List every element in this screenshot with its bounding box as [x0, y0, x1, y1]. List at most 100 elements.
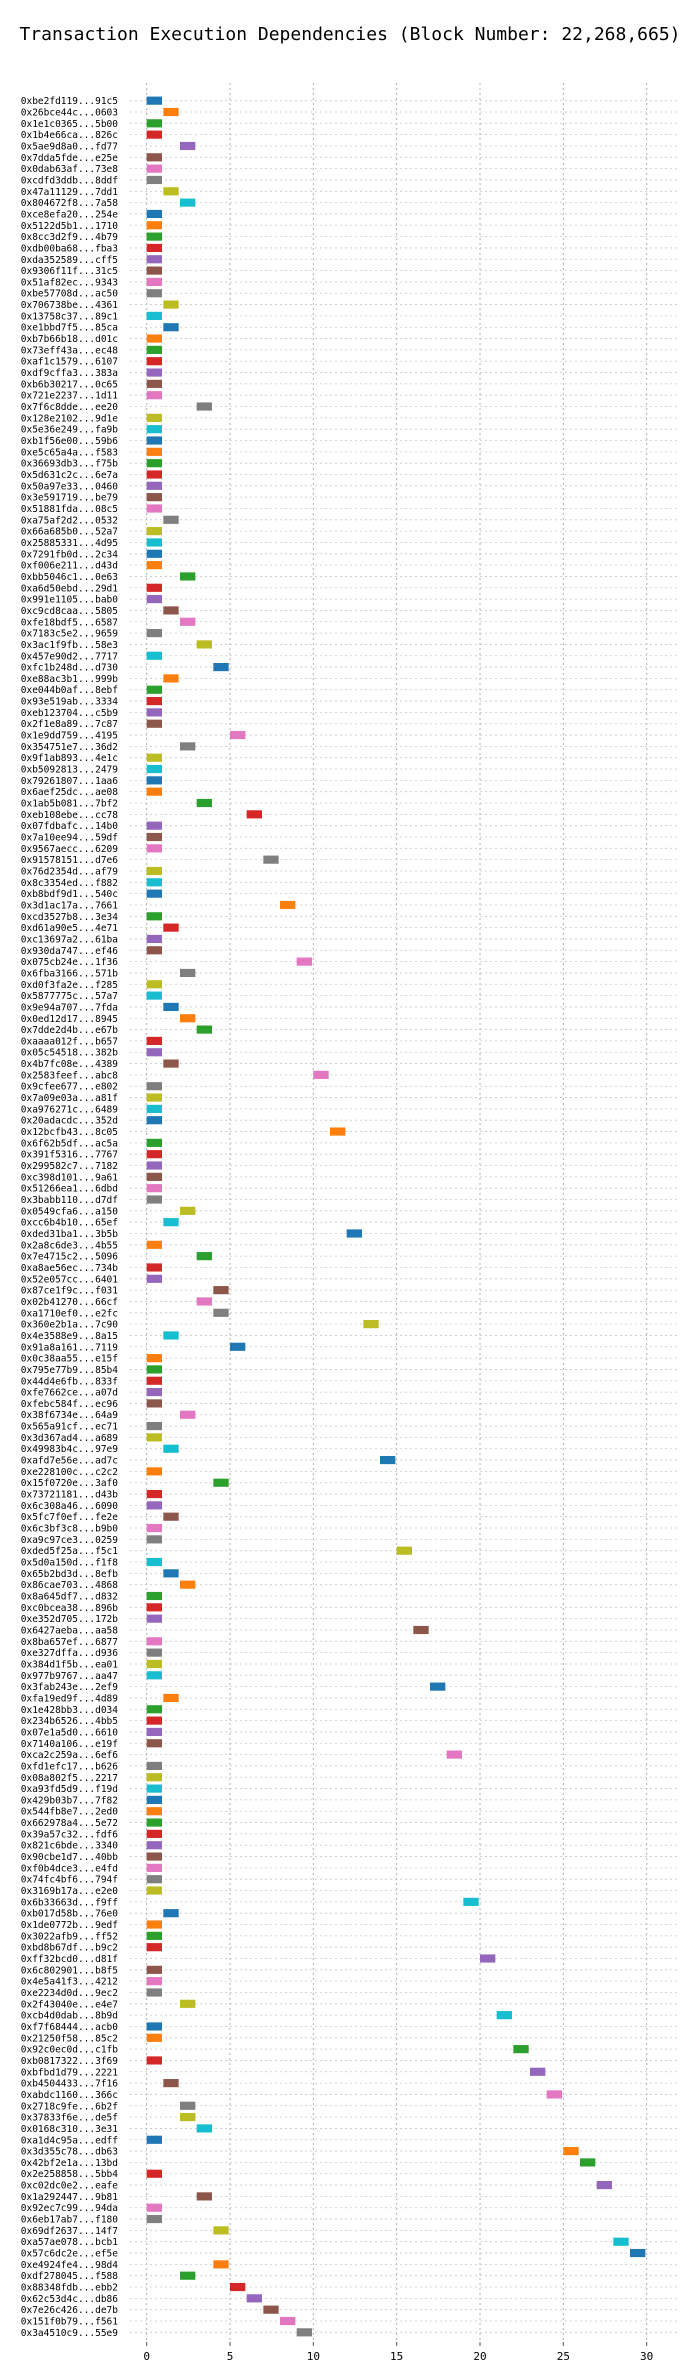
execution-bar: [146, 1263, 162, 1272]
transaction-label: 0x44d4e6fb...833f: [21, 1376, 118, 1387]
execution-bar: [146, 1875, 162, 1884]
transaction-label: 0xa976271c...6489: [21, 1104, 119, 1115]
execution-bar: [146, 980, 162, 989]
execution-bar: [530, 2067, 546, 2076]
execution-bar: [146, 425, 162, 434]
transaction-label: 0x07e1a5d0...6610: [21, 1727, 119, 1738]
transaction-label: 0x08a802f5...2217: [21, 1773, 118, 1784]
execution-bar: [146, 583, 162, 592]
execution-bar: [146, 1354, 162, 1363]
execution-bar: [180, 2101, 196, 2110]
transaction-label: 0xe4924fe4...98d4: [21, 2260, 119, 2271]
transaction-label: 0x128e2102...9d1e: [21, 413, 119, 424]
execution-bar: [180, 617, 196, 626]
execution-bar: [146, 2033, 162, 2042]
transaction-label: 0xcc6b4b10...65ef: [21, 1218, 118, 1229]
execution-bar: [146, 1705, 162, 1714]
transaction-label: 0xbfbd1d79...2221: [21, 2067, 119, 2078]
x-tick-label: 0: [143, 2350, 150, 2363]
transaction-label: 0xc02dc0e2...eafe: [21, 2181, 119, 2192]
execution-bar: [146, 1388, 162, 1397]
transaction-label: 0x151f0b79...f561: [21, 2317, 119, 2328]
execution-bar: [163, 674, 179, 683]
transaction-label: 0xe2234d0d...9ec2: [21, 1988, 118, 1999]
execution-bar: [296, 2328, 312, 2337]
x-tick-label: 20: [473, 2350, 486, 2363]
transaction-label: 0xb0817322...3f69: [21, 2056, 119, 2067]
execution-bar: [463, 1897, 479, 1906]
transaction-label: 0x6fba3166...571b: [21, 968, 119, 979]
transaction-label: 0xa8ae56ec...734b: [21, 1263, 119, 1274]
execution-bar: [563, 2147, 579, 2156]
execution-bar: [146, 685, 162, 694]
execution-bar: [346, 1229, 362, 1238]
execution-bar: [146, 357, 162, 366]
transaction-label: 0x0ed12d17...8945: [21, 1014, 118, 1025]
transaction-label: 0x3babb110...d7df: [21, 1195, 118, 1206]
transaction-label: 0xbe2fd119...91c5: [21, 96, 118, 107]
execution-bar: [146, 934, 162, 944]
execution-bar: [180, 141, 196, 151]
transaction-label: 0x3e591719...be79: [21, 493, 119, 504]
transaction-label: 0x804672f8...7a58: [21, 198, 119, 209]
transaction-label: 0xfe18bdf5...6587: [21, 617, 118, 628]
execution-bar: [146, 1365, 162, 1374]
transaction-label: 0x73eff43a...ec48: [21, 345, 119, 356]
execution-bar: [180, 968, 196, 978]
execution-bar: [446, 1750, 462, 1759]
transaction-label: 0x4e3588e9...8a15: [21, 1331, 118, 1342]
transaction-label: 0x74fc4bf6...794f: [21, 1875, 118, 1886]
transaction-label: 0xb6b30217...0c65: [21, 379, 118, 390]
execution-bar: [163, 107, 179, 117]
execution-bar: [146, 1671, 162, 1680]
transaction-label: 0xdb00ba68...fba3: [21, 243, 118, 254]
execution-bar: [146, 266, 162, 275]
transaction-label: 0x47a11129...7dd1: [21, 187, 119, 198]
execution-bar: [196, 2192, 212, 2201]
execution-bar: [146, 1274, 162, 1283]
transaction-label: 0x6c802901...b8f5: [21, 1965, 118, 1976]
transaction-label: 0xa6d50ebd...29d1: [21, 583, 119, 594]
transaction-label: 0x384d1f5b...ea01: [21, 1659, 119, 1670]
execution-bar: [580, 2158, 596, 2167]
transaction-label: 0xa93fd5d9...f19d: [21, 1784, 118, 1795]
execution-bar: [213, 2260, 229, 2269]
transaction-label: 0x3a4510c9...55e9: [21, 2328, 119, 2339]
execution-bar: [163, 323, 179, 332]
execution-bar: [146, 1421, 162, 1431]
transaction-label: 0xe327dffa...d936: [21, 1648, 119, 1659]
execution-bars: [146, 96, 646, 2337]
execution-bar: [146, 1603, 162, 1612]
transaction-label: 0x5122d5b1...1710: [21, 221, 119, 232]
execution-bar: [146, 595, 162, 604]
execution-bar: [146, 1829, 162, 1838]
transaction-label: 0xaf1c1579...6107: [21, 357, 118, 368]
transaction-label: 0x39a57c32...fdf6: [21, 1829, 119, 1840]
transaction-label: 0x3169b17a...e2e0: [21, 1886, 119, 1897]
transaction-label: 0x02b41270...66cf: [21, 1297, 118, 1308]
transaction-label: 0x37833f6e...de5f: [21, 2113, 118, 2124]
transaction-label: 0x7140a106...e19f: [21, 1739, 118, 1750]
execution-bar: [146, 1093, 162, 1102]
execution-bar: [146, 96, 162, 105]
execution-bar: [146, 561, 162, 570]
execution-bar: [146, 1501, 162, 1510]
execution-bar: [196, 2124, 212, 2133]
transaction-label: 0x2718c9fe...6b2f: [21, 2101, 118, 2112]
transaction-label: 0x3d355c78...db63: [21, 2147, 118, 2158]
transaction-label: 0x05c54518...382b: [21, 1048, 119, 1059]
transaction-label: 0x4b7fc08e...4389: [21, 1059, 119, 1070]
execution-bar: [163, 1059, 179, 1068]
transaction-label: 0x62c53d4c...db86: [21, 2294, 119, 2305]
execution-bar: [146, 1659, 162, 1669]
transaction-label: 0xc0bcea38...896b: [21, 1603, 119, 1614]
transaction-label: 0x2583feef...abc8: [21, 1070, 119, 1081]
transaction-label: 0x7dde2d4b...e67b: [21, 1025, 119, 1036]
transaction-label: 0xfc1b248d...d730: [21, 663, 119, 674]
execution-bar: [146, 2214, 162, 2224]
execution-bar: [513, 2045, 529, 2054]
execution-bar: [146, 1399, 162, 1408]
execution-bar: [146, 2203, 162, 2212]
execution-bar: [196, 402, 212, 411]
execution-bar: [146, 1614, 162, 1623]
